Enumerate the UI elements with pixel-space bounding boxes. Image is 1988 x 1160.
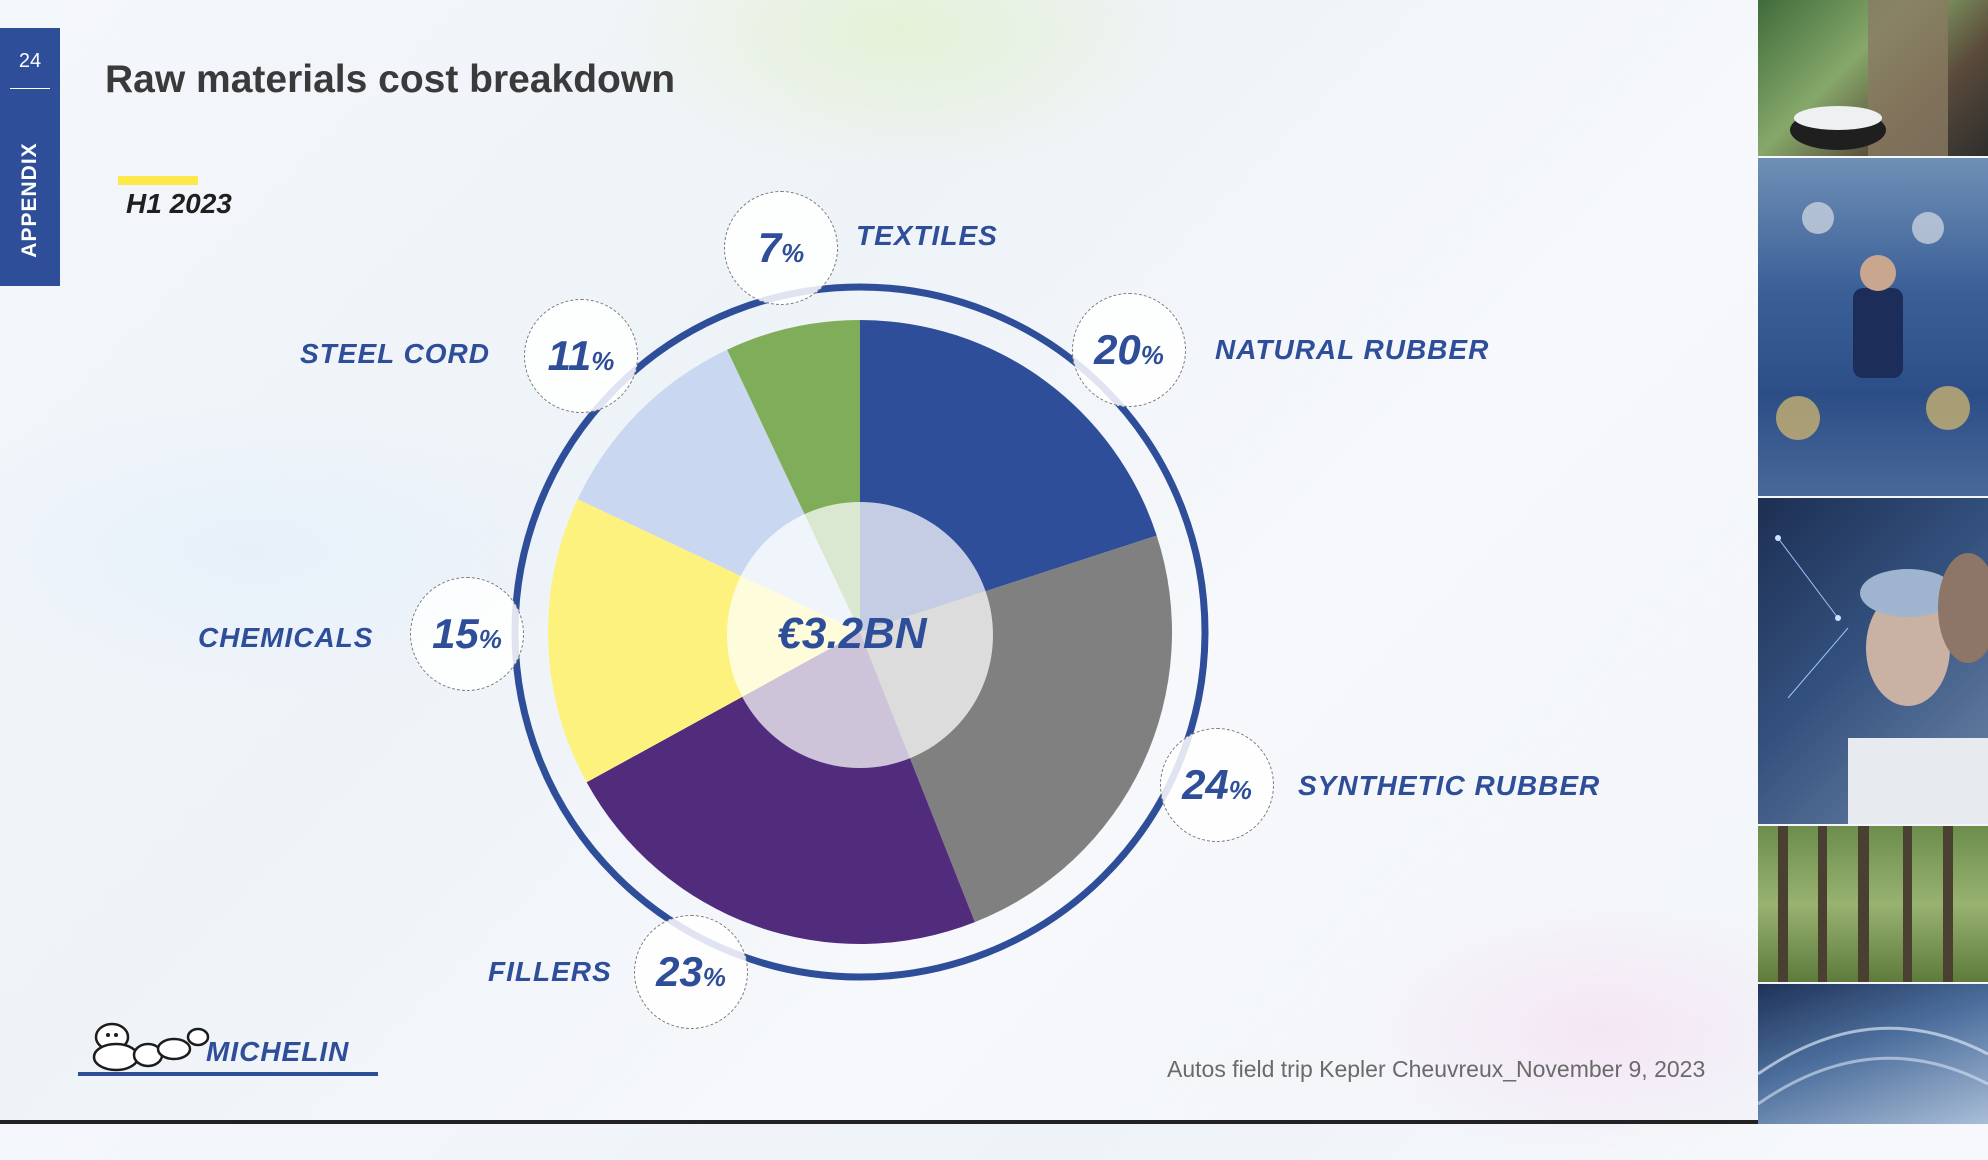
slice-value-unit: % bbox=[591, 346, 615, 376]
logo-wordmark: MICHELIN bbox=[206, 1036, 350, 1067]
slice-label-natural-rubber: NATURAL RUBBER bbox=[1215, 334, 1490, 365]
slice-value-number: 11 bbox=[547, 332, 592, 379]
slice-value-unit: % bbox=[1228, 775, 1252, 805]
slice-value-number: 23 bbox=[656, 948, 703, 995]
page-title: Raw materials cost breakdown bbox=[105, 58, 676, 101]
slice-label-synthetic-rubber: SYNTHETIC RUBBER bbox=[1298, 770, 1601, 801]
photo-research-scientists bbox=[1758, 498, 1988, 824]
slice-value-fillers: 23% bbox=[634, 915, 748, 1029]
slice-value-textiles: 7% bbox=[724, 191, 838, 305]
footer-note: Autos field trip Kepler Cheuvreux_Novemb… bbox=[1167, 1056, 1706, 1082]
slice-value-unit: % bbox=[702, 962, 726, 992]
slice-value-unit: % bbox=[478, 624, 502, 654]
photo-textile-art bbox=[1757, 1026, 1988, 1106]
photo-rubber-tapping bbox=[1758, 0, 1988, 156]
page-number: 24 bbox=[18, 50, 42, 72]
photo-plantation-art bbox=[1778, 826, 1953, 982]
photo-steel-cord-factory bbox=[1758, 158, 1988, 496]
slice-value-number: 15 bbox=[432, 610, 479, 657]
logo-underline bbox=[78, 1072, 378, 1076]
slice-value-chemicals: 15% bbox=[410, 577, 524, 691]
michelin-logo-mark bbox=[92, 1022, 210, 1072]
photo-scientists-art bbox=[1775, 535, 1988, 824]
photo-textile-weave bbox=[1757, 984, 1988, 1124]
tab-divider bbox=[10, 88, 50, 89]
period-accent-bar bbox=[118, 176, 198, 185]
slice-label-fillers: FILLERS bbox=[488, 956, 612, 987]
slice-label-chemicals: CHEMICALS bbox=[198, 622, 374, 653]
footer-rule bbox=[0, 1120, 1758, 1124]
slice-label-textiles: TEXTILES bbox=[856, 220, 998, 251]
section-tab: 24 APPENDIX bbox=[0, 28, 60, 286]
period-label: H1 2023 bbox=[126, 188, 232, 219]
slice-value-synthetic-rubber: 24% bbox=[1160, 728, 1274, 842]
slice-value-steel-cord: 11% bbox=[524, 299, 638, 413]
slice-value-natural-rubber: 20% bbox=[1072, 293, 1186, 407]
photo-rubber-plantation bbox=[1758, 826, 1988, 982]
slice-label-steel-cord: STEEL CORD bbox=[300, 338, 490, 369]
photo-rubber-tapping-art bbox=[1790, 0, 1948, 156]
slice-value-number: 24 bbox=[1182, 761, 1229, 808]
pie-slice-chemicals bbox=[547, 499, 860, 783]
pie-chart: €3.2BN bbox=[511, 283, 1209, 981]
photo-strip bbox=[1757, 0, 1988, 1124]
slice-value-number: 20 bbox=[1094, 326, 1141, 373]
pie-center-hole bbox=[727, 502, 993, 768]
pie-center-label: €3.2BN bbox=[777, 609, 927, 658]
photo-factory-art bbox=[1776, 202, 1970, 440]
slice-value-unit: % bbox=[1140, 340, 1164, 370]
slice-value-number: 7 bbox=[757, 224, 782, 271]
slice-value-unit: % bbox=[781, 238, 805, 268]
